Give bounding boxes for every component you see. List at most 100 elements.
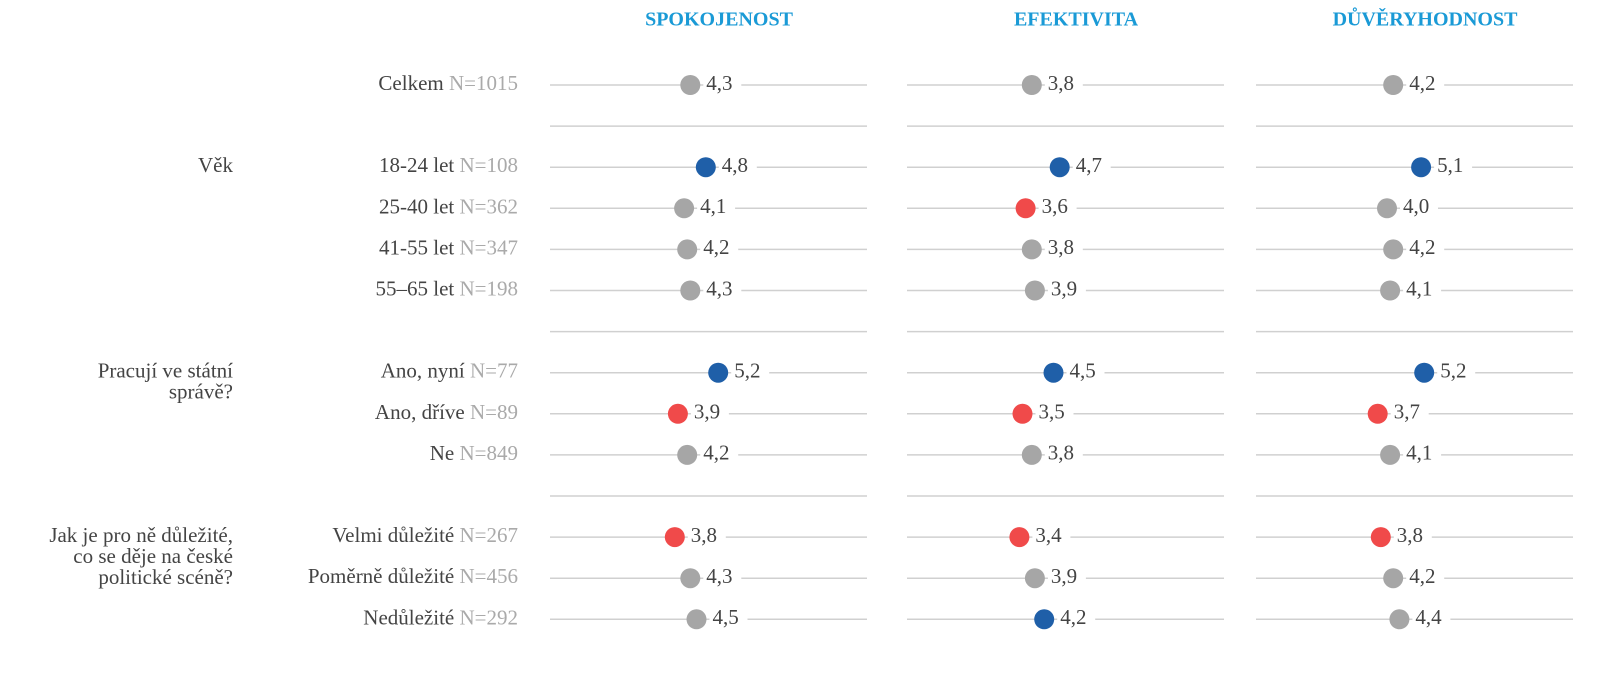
dot [1370, 527, 1391, 548]
category: 25-40 let [379, 194, 454, 218]
value-label: 3,8 [1397, 523, 1423, 547]
row-label: 41-55 let N=347 [379, 235, 518, 259]
label-bg [703, 73, 742, 97]
value-label: 4,5 [1070, 359, 1096, 383]
value-label: 3,8 [1048, 235, 1074, 259]
label-bg [1044, 442, 1083, 467]
label-bg [1393, 525, 1432, 550]
sample-size: N=347 [459, 235, 518, 259]
dot [674, 198, 695, 219]
group-label: Věk [198, 153, 233, 177]
dot [1043, 362, 1064, 383]
label-bg [1044, 237, 1083, 262]
value-label: 3,9 [694, 400, 720, 424]
label-bg [709, 607, 748, 632]
sample-size: N=849 [459, 441, 518, 465]
sample-size: N=77 [470, 359, 518, 383]
value-label: 4,2 [1409, 564, 1435, 588]
label-bg [1032, 525, 1071, 550]
row-label: 25-40 let N=362 [379, 194, 518, 218]
value-label: 3,4 [1035, 523, 1062, 547]
label-bg [1047, 566, 1086, 591]
value-label: 4,5 [713, 605, 739, 629]
sample-size: N=267 [459, 523, 518, 547]
category: Velmi důležité [332, 523, 454, 547]
value-label: 4,0 [1403, 194, 1429, 218]
group-label: Jak je pro ně důležité, [49, 523, 233, 547]
category: 18-24 let [379, 153, 454, 177]
category: Celkem [378, 71, 443, 95]
sample-size: N=456 [459, 564, 518, 588]
category: Poměrně důležité [308, 564, 454, 588]
dot [1383, 75, 1404, 95]
value-label: 4,7 [1076, 153, 1102, 177]
sample-size: N=89 [470, 400, 518, 424]
label-bg [1437, 360, 1476, 385]
dot [680, 568, 701, 589]
row-label: Poměrně důležité N=456 [308, 564, 518, 588]
dot [1380, 444, 1401, 465]
label-bg [1403, 442, 1442, 467]
dot [664, 527, 685, 548]
label-bg [1066, 360, 1105, 385]
value-label: 4,3 [706, 276, 732, 300]
dot [686, 609, 707, 630]
category: Nedůležité [363, 605, 454, 629]
dot [1367, 403, 1388, 424]
label-bg [1047, 278, 1086, 303]
sample-size: N=108 [459, 153, 518, 177]
dot [1024, 568, 1045, 589]
label-bg [1400, 196, 1438, 221]
dot [1034, 609, 1055, 630]
label-bg [687, 525, 726, 550]
label-bg [700, 237, 739, 262]
row-label: Celkem N=1015 [378, 71, 518, 95]
dot [680, 75, 701, 95]
category: 41-55 let [379, 235, 454, 259]
value-label: 4,2 [1409, 71, 1435, 95]
label-bg [1412, 607, 1451, 632]
dot [1012, 403, 1033, 424]
value-label: 3,7 [1394, 400, 1420, 424]
label-bg [1057, 607, 1096, 632]
category: Ano, dříve [375, 400, 465, 424]
sample-size: N=362 [459, 194, 518, 218]
label-bg [1434, 155, 1473, 180]
row-label: Nedůležité N=292 [363, 605, 518, 629]
group-label: správě? [169, 380, 233, 404]
dot [695, 157, 716, 178]
label-bg [1390, 401, 1429, 426]
label-bg [1403, 278, 1442, 303]
dot [1380, 280, 1401, 301]
sample-size: N=198 [459, 276, 518, 300]
label-bg [731, 360, 770, 385]
row-label: 18-24 let N=108 [379, 153, 518, 177]
row-label: 55–65 let N=198 [375, 276, 518, 300]
label-bg [1072, 155, 1111, 180]
value-label: 4,8 [722, 153, 748, 177]
dot [1009, 527, 1030, 548]
label-bg [1406, 237, 1445, 262]
value-label: 4,2 [1060, 605, 1086, 629]
label-bg [697, 196, 736, 221]
dot [1015, 198, 1036, 219]
label-bg [1035, 401, 1074, 426]
dot [677, 239, 698, 260]
dot [1021, 239, 1042, 260]
value-label: 4,2 [703, 235, 729, 259]
row-label: Ne N=849 [430, 441, 518, 465]
sample-size: N=1015 [449, 71, 518, 95]
label-bg [700, 442, 739, 467]
row-label: Velmi důležité N=267 [332, 523, 518, 547]
panel-title: EFEKTIVITA [1014, 9, 1139, 31]
value-label: 4,1 [1406, 441, 1432, 465]
label-bg [703, 278, 742, 303]
label-bg [718, 155, 757, 180]
label-bg [703, 566, 742, 591]
value-label: 4,2 [703, 441, 729, 465]
dot [1389, 609, 1410, 630]
dot [1377, 198, 1397, 219]
value-label: 4,3 [706, 564, 732, 588]
value-label: 3,9 [1051, 564, 1077, 588]
